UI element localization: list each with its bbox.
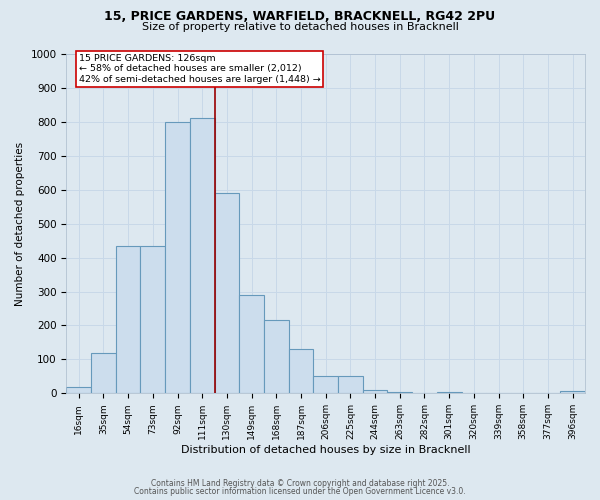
Y-axis label: Number of detached properties: Number of detached properties	[15, 142, 25, 306]
Bar	[67, 387, 91, 394]
Text: Contains public sector information licensed under the Open Government Licence v3: Contains public sector information licen…	[134, 487, 466, 496]
Bar	[190, 118, 215, 394]
Bar	[215, 193, 239, 394]
Bar	[338, 376, 363, 394]
Bar	[239, 295, 264, 394]
Bar	[388, 392, 412, 394]
Bar	[116, 246, 140, 394]
Text: 15, PRICE GARDENS, WARFIELD, BRACKNELL, RG42 2PU: 15, PRICE GARDENS, WARFIELD, BRACKNELL, …	[104, 10, 496, 23]
X-axis label: Distribution of detached houses by size in Bracknell: Distribution of detached houses by size …	[181, 445, 470, 455]
Text: Size of property relative to detached houses in Bracknell: Size of property relative to detached ho…	[142, 22, 458, 32]
Bar	[140, 246, 165, 394]
Bar	[363, 390, 388, 394]
Bar	[165, 122, 190, 394]
Text: Contains HM Land Registry data © Crown copyright and database right 2025.: Contains HM Land Registry data © Crown c…	[151, 478, 449, 488]
Bar	[289, 349, 313, 394]
Bar	[91, 352, 116, 394]
Bar	[437, 392, 461, 394]
Text: 15 PRICE GARDENS: 126sqm
← 58% of detached houses are smaller (2,012)
42% of sem: 15 PRICE GARDENS: 126sqm ← 58% of detach…	[79, 54, 320, 84]
Bar	[264, 320, 289, 394]
Bar	[560, 390, 585, 394]
Bar	[313, 376, 338, 394]
